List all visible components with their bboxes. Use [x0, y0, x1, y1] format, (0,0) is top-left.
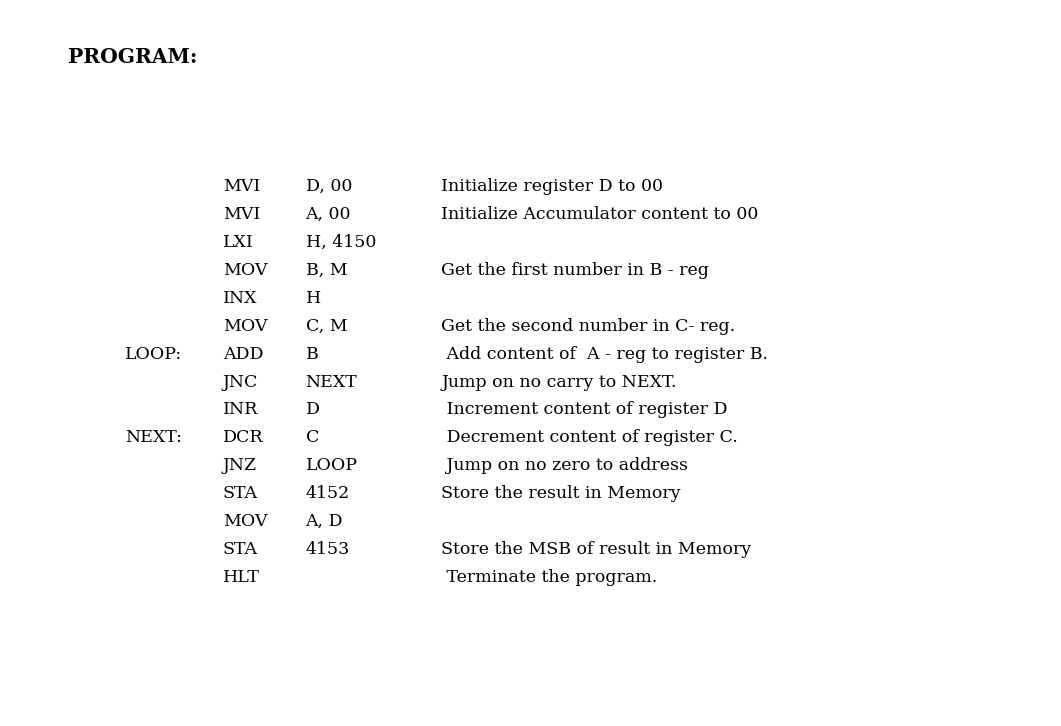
Text: STA: STA	[223, 485, 258, 502]
Text: HLT: HLT	[223, 569, 260, 586]
Text: A, 00: A, 00	[306, 206, 351, 223]
Text: Jump on no zero to address: Jump on no zero to address	[441, 457, 689, 474]
Text: INR: INR	[223, 401, 258, 418]
Text: Store the result in Memory: Store the result in Memory	[441, 485, 681, 502]
Text: Terminate the program.: Terminate the program.	[441, 569, 658, 586]
Text: 4152: 4152	[306, 485, 350, 502]
Text: JNZ: JNZ	[223, 457, 257, 474]
Text: LOOP: LOOP	[306, 457, 358, 474]
Text: ADD: ADD	[223, 346, 263, 362]
Text: STA: STA	[223, 541, 258, 558]
Text: A, D: A, D	[306, 513, 343, 530]
Text: INX: INX	[223, 290, 258, 306]
Text: MVI: MVI	[223, 178, 260, 195]
Text: Increment content of register D: Increment content of register D	[441, 401, 728, 418]
Text: Initialize Accumulator content to 00: Initialize Accumulator content to 00	[441, 206, 759, 223]
Text: Get the first number in B - reg: Get the first number in B - reg	[441, 262, 709, 279]
Text: Add content of  A - reg to register B.: Add content of A - reg to register B.	[441, 346, 768, 362]
Text: D, 00: D, 00	[306, 178, 352, 195]
Text: H, 4150: H, 4150	[306, 234, 376, 250]
Text: MOV: MOV	[223, 262, 267, 279]
Text: H: H	[306, 290, 320, 306]
Text: Get the second number in C- reg.: Get the second number in C- reg.	[441, 318, 735, 335]
Text: LXI: LXI	[223, 234, 254, 250]
Text: MOV: MOV	[223, 513, 267, 530]
Text: JNC: JNC	[223, 373, 258, 391]
Text: C: C	[306, 429, 319, 446]
Text: LOOP:: LOOP:	[125, 346, 182, 362]
Text: Store the MSB of result in Memory: Store the MSB of result in Memory	[441, 541, 751, 558]
Text: 4153: 4153	[306, 541, 350, 558]
Text: Initialize register D to 00: Initialize register D to 00	[441, 178, 663, 195]
Text: NEXT: NEXT	[306, 373, 358, 391]
Text: C, M: C, M	[306, 318, 347, 335]
Text: NEXT:: NEXT:	[125, 429, 182, 446]
Text: Jump on no carry to NEXT.: Jump on no carry to NEXT.	[441, 373, 677, 391]
Text: Decrement content of register C.: Decrement content of register C.	[441, 429, 738, 446]
Text: B, M: B, M	[306, 262, 347, 279]
Text: MOV: MOV	[223, 318, 267, 335]
Text: B: B	[306, 346, 318, 362]
Text: DCR: DCR	[223, 429, 263, 446]
Text: PROGRAM:: PROGRAM:	[68, 47, 197, 68]
Text: MVI: MVI	[223, 206, 260, 223]
Text: D: D	[306, 401, 319, 418]
